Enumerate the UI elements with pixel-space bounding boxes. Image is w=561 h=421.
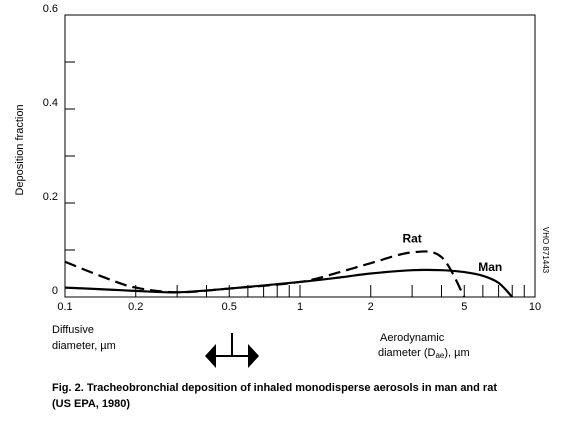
series-label: Rat <box>402 232 421 246</box>
x-label-left: diameter, µm <box>52 340 116 352</box>
caption: (US EPA, 1980) <box>52 398 130 410</box>
y-tick-label: 0.4 <box>43 97 58 109</box>
x-tick-label: 5 <box>461 301 467 313</box>
x-label-right: diameter (Dae), µm <box>378 347 470 360</box>
y-tick-label: 0 <box>52 285 58 297</box>
series-label: Man <box>478 260 502 274</box>
series-line <box>64 250 466 298</box>
y-axis-label: Deposition fraction <box>14 104 26 195</box>
caption: Fig. 2. Tracheobronchial deposition of i… <box>52 382 497 394</box>
double-arrow <box>205 333 259 368</box>
x-tick-label: 0.5 <box>222 301 237 313</box>
x-label-right: Aerodynamic <box>380 332 445 344</box>
series-line <box>64 268 514 298</box>
x-label-left: Diffusive <box>52 324 94 336</box>
x-tick-label: 0.2 <box>128 301 143 313</box>
side-code: VHO 871443 <box>541 227 550 274</box>
y-tick-label: 0.2 <box>43 191 58 203</box>
x-tick-label: 1 <box>297 301 303 313</box>
y-tick-label: 0.6 <box>43 3 58 15</box>
x-tick-label: 0.1 <box>57 301 72 313</box>
x-tick-label: 2 <box>368 301 374 313</box>
x-tick-label: 10 <box>529 301 541 313</box>
plot-frame <box>64 14 536 298</box>
